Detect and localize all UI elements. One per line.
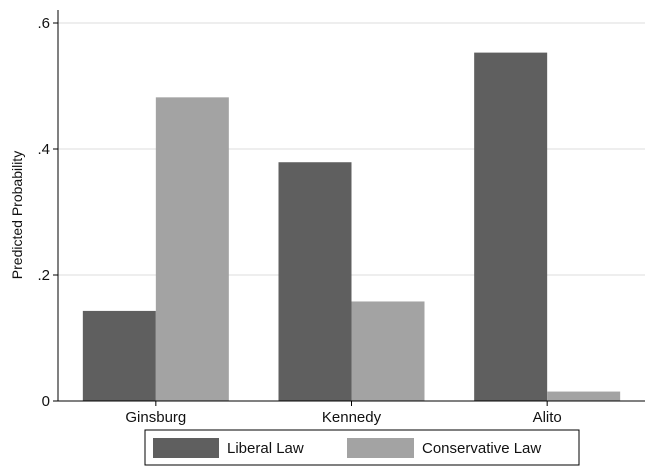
bar-alito-conservative-law bbox=[547, 391, 621, 401]
legend-swatch-conservative-law bbox=[347, 438, 414, 458]
y-tick-label: .4 bbox=[37, 141, 50, 158]
x-tick-label: Alito bbox=[533, 409, 562, 426]
legend: Liberal Law Conservative Law bbox=[144, 429, 580, 466]
legend-label-liberal-law: Liberal Law bbox=[227, 440, 304, 457]
x-tick-label: Ginsburg bbox=[125, 409, 186, 426]
x-tick-labels: Ginsburg Kennedy Alito bbox=[125, 401, 562, 426]
legend-swatch-liberal-law bbox=[153, 438, 219, 458]
bar-kennedy-liberal-law bbox=[278, 162, 352, 401]
bar-kennedy-conservative-law bbox=[351, 301, 425, 401]
bar-ginsburg-liberal-law bbox=[82, 310, 156, 401]
y-tick-label: .6 bbox=[37, 15, 50, 32]
bar-ginsburg-conservative-law bbox=[155, 97, 229, 401]
x-tick-label: Kennedy bbox=[322, 409, 382, 426]
y-tick-label: 0 bbox=[42, 393, 50, 410]
bars bbox=[82, 52, 621, 402]
bar-alito-liberal-law bbox=[474, 52, 548, 402]
y-axis-label: Predicted Probability bbox=[9, 151, 25, 279]
legend-label-conservative-law: Conservative Law bbox=[422, 440, 541, 457]
y-tick-label: .2 bbox=[37, 267, 50, 284]
y-ticks: 0 .2 .4 .6 bbox=[37, 15, 58, 410]
